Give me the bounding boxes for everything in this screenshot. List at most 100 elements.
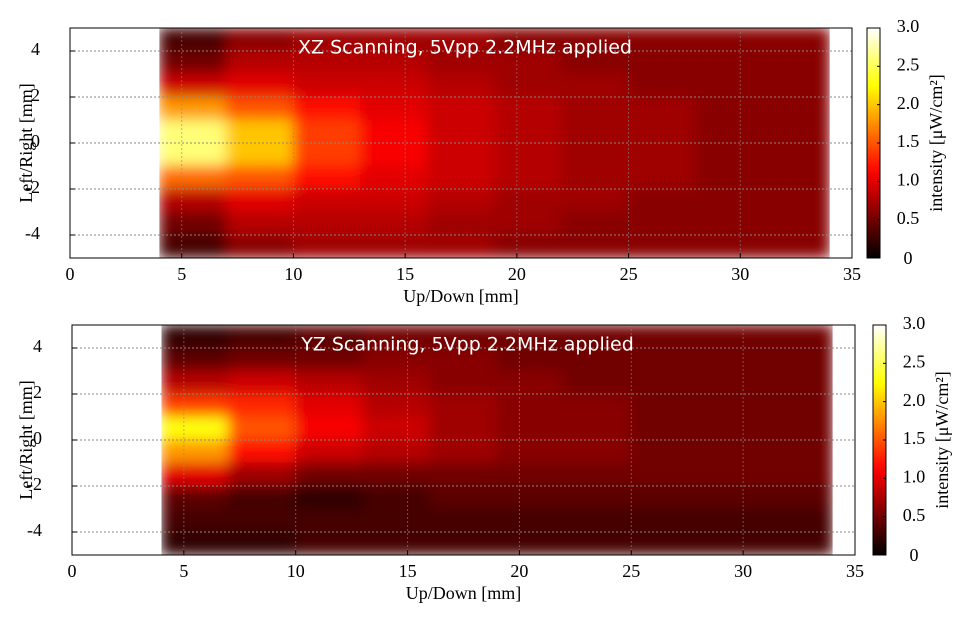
- colorbar-tick-label: 0.5: [897, 208, 920, 228]
- heat-cell: [630, 485, 699, 510]
- heat-cell: [494, 96, 563, 121]
- x-tick-label: 5: [177, 264, 186, 284]
- heat-cell: [295, 325, 364, 349]
- heat-cell: [225, 165, 294, 190]
- colorbar-tick-label: 1.5: [903, 428, 926, 448]
- heat-cell: [161, 416, 230, 441]
- colorbar-tick-label: 1.0: [897, 169, 920, 189]
- heat-cell: [762, 165, 830, 190]
- heat-cell: [765, 347, 833, 372]
- heat-cell: [561, 234, 630, 258]
- heat-cell: [628, 50, 697, 75]
- heat-cell: [494, 142, 563, 167]
- heat-cell: [765, 393, 833, 418]
- heat-cell: [362, 370, 431, 395]
- heat-cell: [225, 73, 294, 98]
- heat-cell: [159, 96, 227, 121]
- x-tick-label: 15: [399, 561, 417, 581]
- heat-cell: [563, 393, 632, 418]
- heat-cell: [292, 211, 361, 236]
- heat-cell: [225, 234, 294, 258]
- heat-cell: [225, 188, 294, 213]
- heat-cell: [159, 165, 227, 190]
- heat-cell: [762, 119, 830, 144]
- heat-cell: [494, 165, 563, 190]
- heat-cell: [628, 142, 697, 167]
- colorbar-tick-label: 2.5: [903, 351, 926, 371]
- heat-cell: [561, 28, 630, 52]
- heat-cell: [429, 508, 498, 533]
- heat-cell: [225, 28, 294, 52]
- heat-cell: [695, 188, 764, 213]
- heat-cell: [159, 234, 227, 258]
- heat-cell: [561, 50, 630, 75]
- heat-cell: [228, 531, 297, 555]
- heat-cell: [496, 462, 565, 487]
- heat-cell: [563, 439, 632, 464]
- heat-cell: [628, 73, 697, 98]
- heat-cell: [295, 508, 364, 533]
- heat-cell: [161, 370, 230, 395]
- heat-cell: [362, 462, 431, 487]
- heat-cell: [359, 188, 428, 213]
- heatmap-cells: [159, 28, 830, 258]
- heat-cell: [426, 211, 496, 236]
- heat-cell: [765, 416, 833, 441]
- heat-cell: [225, 211, 294, 236]
- heat-cell: [362, 416, 431, 441]
- heat-cell: [697, 485, 767, 510]
- heat-cell: [494, 234, 563, 258]
- heat-cell: [697, 325, 767, 349]
- heatmap-cells: [161, 325, 833, 555]
- heat-cell: [426, 119, 496, 144]
- heat-cell: [228, 508, 297, 533]
- heat-cell: [496, 439, 565, 464]
- heat-cell: [426, 96, 496, 121]
- heat-cell: [359, 165, 428, 190]
- heat-cell: [630, 508, 699, 533]
- heat-cell: [630, 416, 699, 441]
- heat-cell: [496, 325, 565, 349]
- heat-cell: [494, 50, 563, 75]
- heat-cell: [563, 416, 632, 441]
- heat-cell: [765, 485, 833, 510]
- heat-cell: [359, 211, 428, 236]
- heat-cell: [429, 485, 498, 510]
- heat-cell: [292, 234, 361, 258]
- heat-cell: [765, 325, 833, 349]
- x-tick-label: 10: [287, 561, 305, 581]
- x-axis-label: Up/Down [mm]: [403, 286, 519, 306]
- heat-cell: [429, 393, 498, 418]
- heat-cell: [295, 531, 364, 555]
- heat-cell: [695, 211, 764, 236]
- heat-cell: [563, 531, 632, 555]
- colorbar-tick-label: 3.0: [903, 313, 926, 333]
- heat-cell: [695, 165, 764, 190]
- heat-cell: [628, 96, 697, 121]
- x-tick-label: 25: [620, 264, 638, 284]
- heat-cell: [697, 531, 767, 555]
- heat-cell: [292, 50, 361, 75]
- y-tick-label: -2: [25, 177, 40, 197]
- heat-cell: [762, 28, 830, 52]
- chart-title: XZ Scanning, 5Vpp 2.2MHz applied: [298, 37, 632, 59]
- heat-cell: [695, 28, 764, 52]
- heatmap-blur: [159, 28, 830, 258]
- heat-cell: [228, 462, 297, 487]
- heat-cell: [695, 142, 764, 167]
- y-tick-label: -4: [25, 223, 40, 243]
- heat-cell: [362, 485, 431, 510]
- heat-cell: [161, 462, 230, 487]
- heat-cell: [762, 188, 830, 213]
- heatmap-panel: 0 5 10 15 20 25 30 35 -4 -2 0 2 4 YZ Scanning, 5Vpp 2…: [16, 313, 952, 603]
- heat-cell: [228, 485, 297, 510]
- x-tick-label: 20: [508, 264, 526, 284]
- heat-cell: [159, 142, 227, 167]
- heat-cell: [426, 188, 496, 213]
- heat-cell: [429, 531, 498, 555]
- colorbar-tick-label: 3.0: [897, 16, 920, 36]
- heat-cell: [362, 347, 431, 372]
- heat-cell: [695, 234, 764, 258]
- heat-cell: [494, 28, 563, 52]
